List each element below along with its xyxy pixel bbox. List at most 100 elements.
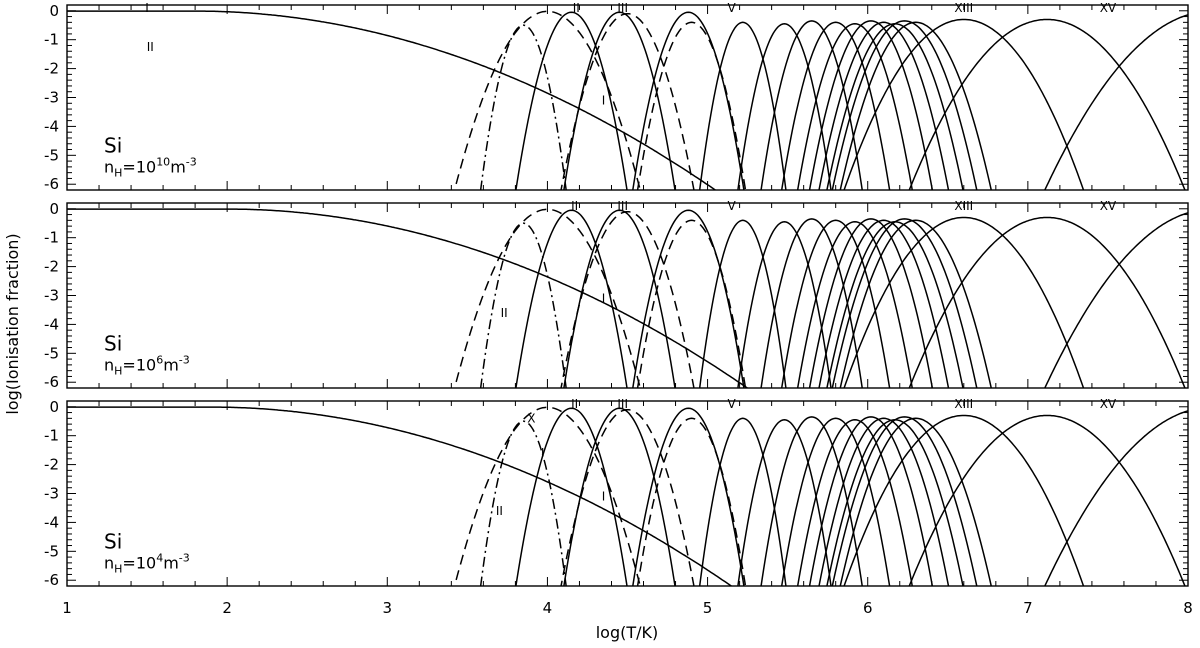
plot-frame [66, 400, 1189, 587]
ion-curve [780, 219, 891, 388]
ion-stage-label: XV [1100, 397, 1117, 411]
y-axis-title: log(Ionisation fraction) [3, 233, 22, 414]
ion-stage-label: II [147, 40, 154, 54]
x-tick-label: 6 [863, 599, 873, 617]
dashed-curve [453, 208, 641, 388]
ion-curve [839, 417, 993, 586]
ion-curve [760, 20, 863, 190]
ion-curve [737, 419, 832, 586]
ion-curve [632, 407, 745, 586]
ion-stage-label: I [602, 93, 606, 107]
ion-curve [796, 221, 913, 388]
ion-stage-label: XV [1100, 1, 1117, 15]
y-tick-label: -4 [44, 513, 59, 531]
ion-stage-label: V [727, 199, 736, 213]
ion-curve [826, 221, 964, 388]
ion-curve [632, 11, 745, 190]
ion-curve [808, 218, 934, 388]
x-tick-label: 4 [543, 599, 553, 617]
ion-curve [563, 209, 676, 388]
ion-curve [826, 419, 964, 586]
dashed-curve [453, 406, 641, 586]
y-tick-label: -5 [44, 542, 59, 560]
dash-dot-curve [479, 222, 567, 388]
ion-curve [796, 23, 913, 190]
ion-curve [760, 416, 863, 586]
ion-stage-label: XIII [954, 199, 973, 213]
y-tick-label: 0 [49, 200, 59, 218]
density-label: nH=106m-3 [104, 354, 190, 378]
ion-curve [818, 417, 950, 586]
y-tick-label: -1 [44, 229, 59, 247]
plot-frame [66, 202, 1189, 389]
dashed-curve [560, 12, 695, 190]
ion-stage-label: XIII [954, 397, 973, 411]
series-group [67, 406, 1188, 586]
element-label: Si [104, 529, 122, 553]
dash-dot-curve [479, 24, 567, 190]
ion-stage-label: I [602, 291, 606, 305]
ion-curve [808, 416, 934, 586]
series-group [67, 10, 1188, 190]
y-tick-label: -5 [44, 146, 59, 164]
ion-curve [843, 414, 1085, 586]
ion-curve [1044, 14, 1188, 190]
ion-curve [1044, 212, 1188, 388]
y-tick-label: -6 [44, 571, 59, 589]
ion-stage-label: I [602, 489, 606, 503]
ion-stage-label: III [617, 397, 628, 411]
y-tick-label: -1 [44, 31, 59, 49]
ion-stage-label: I [541, 446, 545, 460]
y-tick-label: -3 [44, 485, 59, 503]
dashed-curve [636, 21, 747, 190]
ion-curve [67, 208, 749, 388]
x-axis-title: log(T/K) [596, 623, 659, 642]
density-label: nH=1010m-3 [104, 156, 197, 180]
ion-curve [796, 419, 913, 586]
x-tick-labels: 1 2 3 4 5 6 7 8 [62, 599, 1193, 617]
ion-stage-label: III [617, 1, 628, 15]
ion-curve [908, 414, 1186, 586]
ion-curve [698, 21, 787, 190]
x-tick-label: 2 [222, 599, 232, 617]
x-tick-label: 3 [383, 599, 393, 617]
ion-curve [839, 21, 993, 190]
ion-curve [831, 218, 978, 388]
dash-dot-curve [479, 420, 567, 586]
ion-stage-label: XV [1100, 199, 1117, 213]
y-tick-label: 0 [49, 2, 59, 20]
y-tick-label: 0 [49, 398, 59, 416]
y-tick-label: -2 [44, 456, 59, 474]
x-tick-label: 7 [1023, 599, 1033, 617]
ion-curve [760, 218, 863, 388]
ion-curve [515, 407, 628, 586]
ion-stage-label: X [527, 411, 535, 425]
ion-curve [1044, 410, 1188, 586]
ion-stage-label: V [727, 397, 736, 411]
ion-curve [515, 11, 628, 190]
ion-curve [839, 219, 993, 388]
plot-frame [66, 4, 1189, 191]
ion-curve [698, 219, 787, 388]
ion-curve [780, 417, 891, 586]
y-tick-label: -3 [44, 287, 59, 305]
element-label: Si [104, 331, 122, 355]
ion-stage-label: II [501, 306, 508, 320]
ion-stage-label: III [617, 199, 628, 213]
ion-curve [843, 216, 1085, 388]
y-tick-label: -1 [44, 427, 59, 445]
x-tick-label: 8 [1183, 599, 1193, 617]
y-tick-label: -2 [44, 60, 59, 78]
ion-curve [908, 18, 1186, 190]
ion-stage-label: II [573, 1, 580, 15]
dashed-curve [560, 210, 695, 388]
ion-curve [632, 209, 745, 388]
ion-curve [843, 18, 1085, 190]
dashed-curve [636, 219, 747, 388]
y-tick-label: -6 [44, 175, 59, 193]
ion-curve [908, 216, 1186, 388]
y-tick-label: -4 [44, 117, 59, 135]
y-tick-label: -2 [44, 258, 59, 276]
